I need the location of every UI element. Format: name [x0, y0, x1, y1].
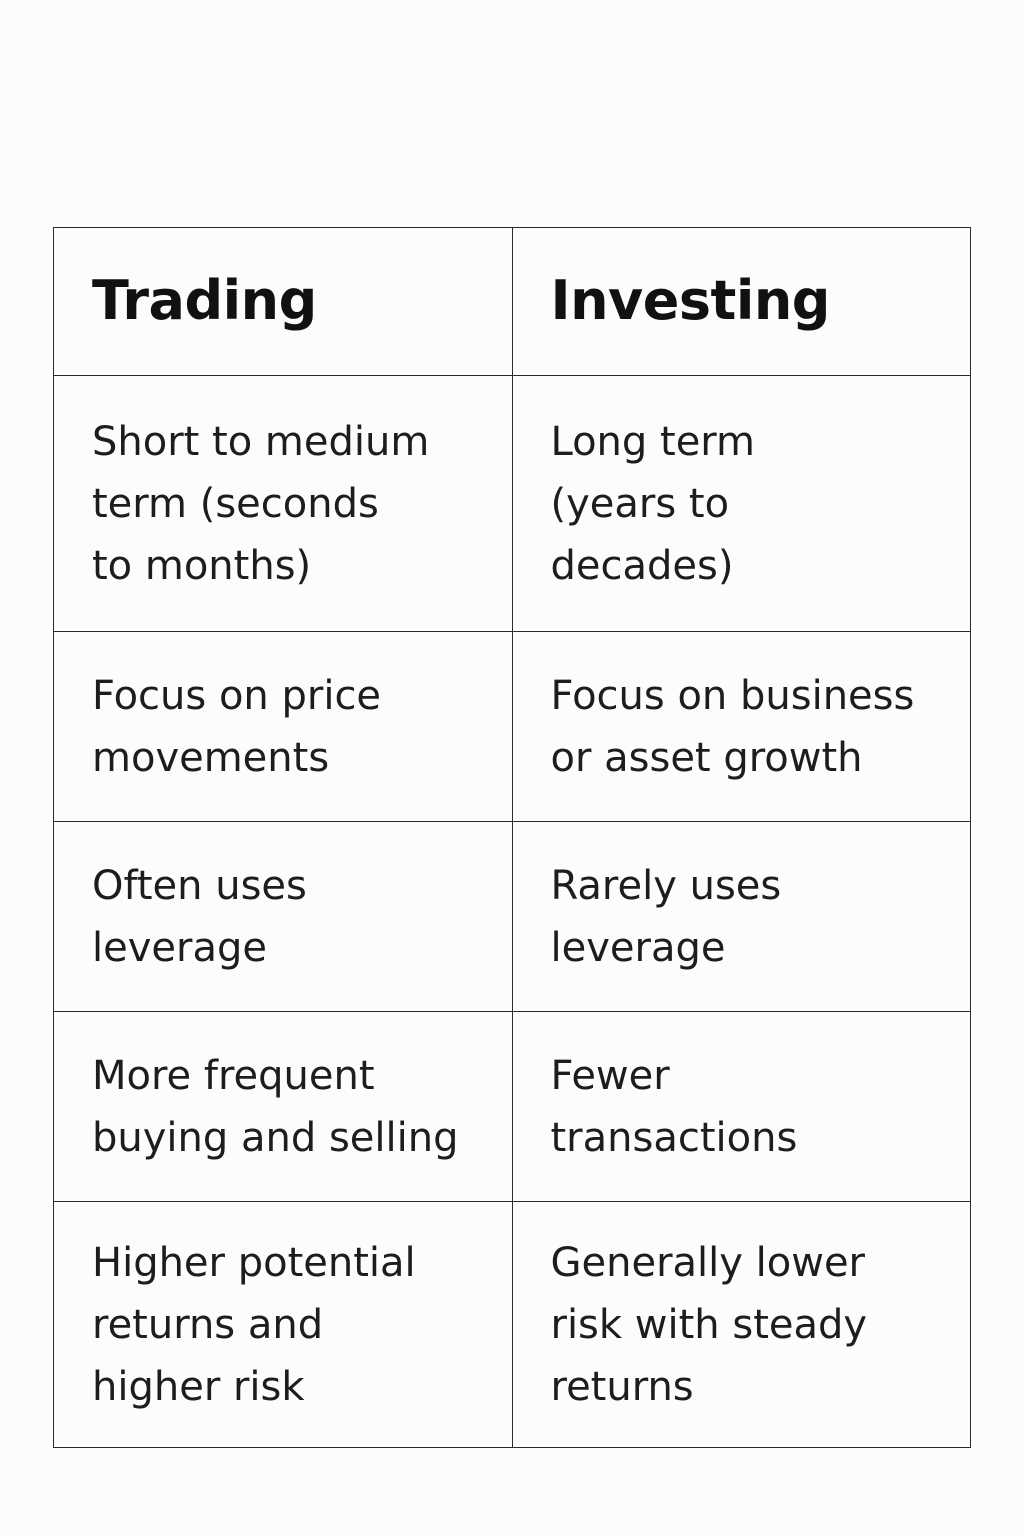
table-row: Higher potential returns and higher risk…	[54, 1202, 971, 1448]
investing-frequency-cell: Fewer transactions	[512, 1012, 971, 1202]
table-row: Focus on price movements Focus on busine…	[54, 632, 971, 822]
trading-focus-cell: Focus on price movements	[54, 632, 513, 822]
trading-time-horizon-cell: Short to medium term (seconds to months)	[54, 376, 513, 632]
trading-risk-cell: Higher potential returns and higher risk	[54, 1202, 513, 1448]
header-investing: Investing	[512, 228, 971, 376]
trading-leverage-cell: Often uses leverage	[54, 822, 513, 1012]
comparison-table: Trading Investing Short to medium term (…	[53, 227, 971, 1448]
trading-frequency-cell: More frequent buying and selling	[54, 1012, 513, 1202]
table-header-row: Trading Investing	[54, 228, 971, 376]
investing-focus-cell: Focus on business or asset growth	[512, 632, 971, 822]
investing-time-horizon-cell: Long term (years to decades)	[512, 376, 971, 632]
table-row: More frequent buying and selling Fewer t…	[54, 1012, 971, 1202]
investing-leverage-cell: Rarely uses leverage	[512, 822, 971, 1012]
table-row: Short to medium term (seconds to months)…	[54, 376, 971, 632]
header-trading: Trading	[54, 228, 513, 376]
investing-risk-cell: Generally lower risk with steady returns	[512, 1202, 971, 1448]
table-row: Often uses leverage Rarely uses leverage	[54, 822, 971, 1012]
